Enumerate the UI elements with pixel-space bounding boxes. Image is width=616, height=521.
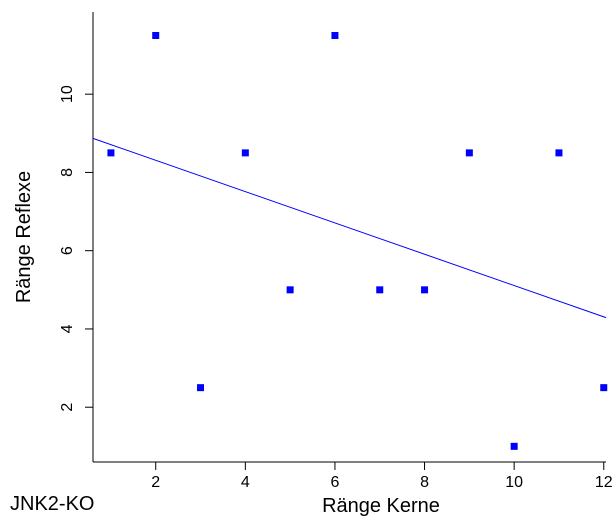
y-axis-title: Ränge Reflexe <box>13 171 35 303</box>
data-points <box>107 31 608 450</box>
data-point <box>421 286 429 294</box>
x-axis-title: Ränge Kerne <box>322 495 440 517</box>
data-point <box>107 149 115 157</box>
y-tick-label: 10 <box>59 85 76 103</box>
y-tick-label: 2 <box>59 403 76 412</box>
data-point <box>600 384 608 392</box>
data-point <box>197 384 205 392</box>
data-point <box>152 31 160 39</box>
x-tick-label: 2 <box>151 474 160 491</box>
group-label: JNK2-KO <box>10 493 95 515</box>
regression-line <box>92 137 607 319</box>
x-tick-label: 10 <box>505 474 523 491</box>
x-tick-label: 4 <box>241 474 250 491</box>
data-point <box>555 149 563 157</box>
y-tick-label: 6 <box>59 246 76 255</box>
data-point <box>331 31 339 39</box>
y-ticks: 2 4 6 8 10 <box>59 85 93 412</box>
data-point <box>376 286 384 294</box>
x-ticks: 2 4 6 8 10 12 <box>151 462 613 491</box>
x-tick-label: 12 <box>595 474 613 491</box>
y-tick-label: 8 <box>59 168 76 177</box>
y-tick-label: 4 <box>59 324 76 333</box>
data-point <box>510 442 518 450</box>
data-point <box>241 149 249 157</box>
x-tick-label: 6 <box>330 474 339 491</box>
x-tick-label: 8 <box>420 474 429 491</box>
data-point <box>465 149 473 157</box>
data-point <box>286 286 294 294</box>
